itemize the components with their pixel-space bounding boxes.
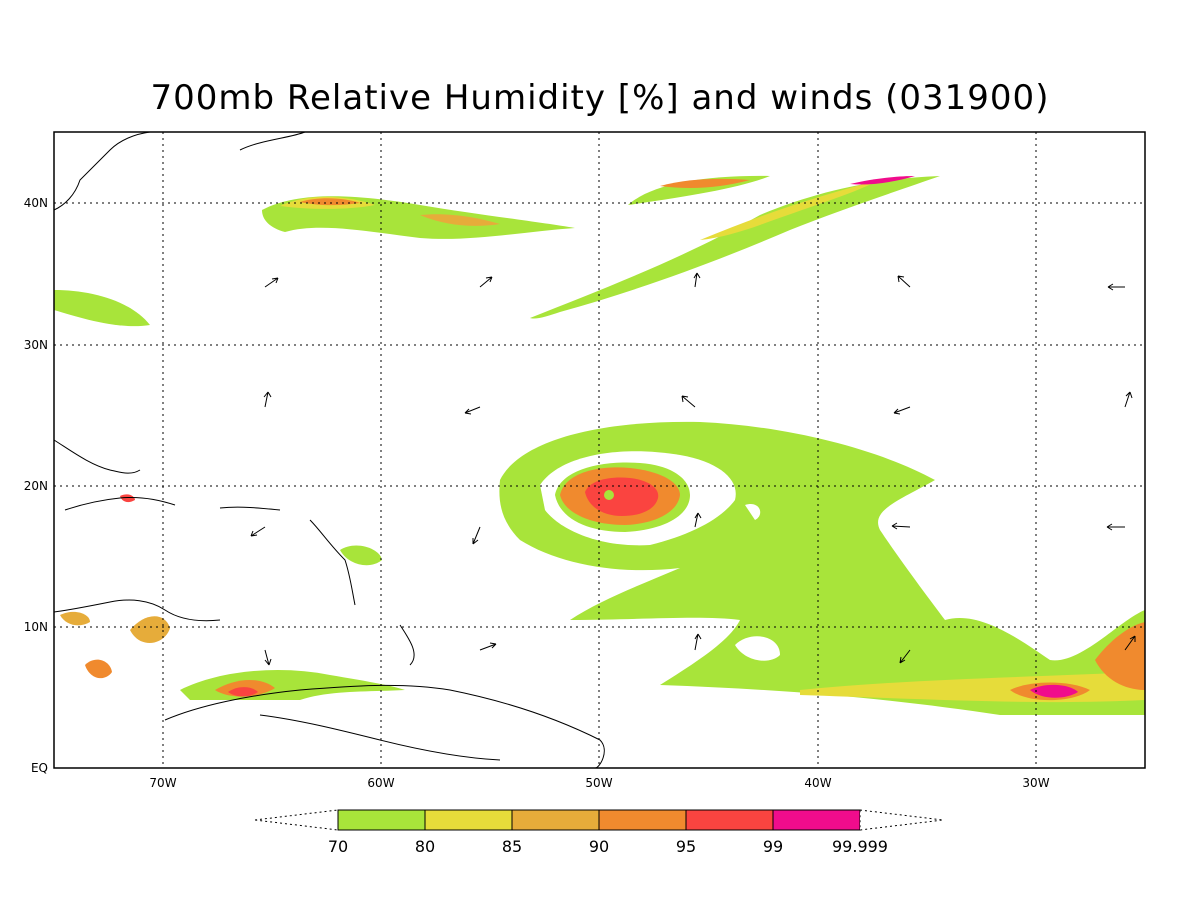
- colorbar-label-85: 85: [502, 837, 522, 856]
- x-tick-60w: 60W: [367, 776, 394, 790]
- colorbar-swatch-99: [772, 809, 861, 831]
- y-tick-30n: 30N: [24, 338, 48, 352]
- coastline-trinidad: [399, 624, 415, 666]
- wind-arrow: [693, 272, 701, 288]
- wind-arrow: [1124, 635, 1136, 651]
- y-tick-40n: 40N: [24, 196, 48, 210]
- coastline-south-america: [164, 684, 605, 769]
- wind-arrow: [479, 642, 497, 651]
- colorbar-swatch-95: [685, 809, 774, 831]
- x-tick-30w: 30W: [1022, 776, 1049, 790]
- x-tick-40w: 40W: [804, 776, 831, 790]
- wind-arrow: [1107, 283, 1125, 291]
- humidity-patch-north-west-core: [300, 198, 360, 206]
- humidity-clear-hole-1: [745, 503, 761, 520]
- wind-arrow: [263, 391, 272, 408]
- x-tick-70w: 70W: [149, 776, 176, 790]
- plot-frame: [53, 131, 1146, 769]
- humidity-caribbean-2: [130, 616, 170, 643]
- humidity-patch-diagonal-core: [850, 176, 915, 185]
- wind-arrow: [264, 277, 279, 288]
- wind-arrow: [694, 512, 702, 528]
- humidity-caribbean-4: [340, 545, 382, 566]
- humidity-caribbean-5: [60, 611, 90, 626]
- wind-arrow: [897, 275, 911, 288]
- humidity-eye-hot: [585, 477, 659, 516]
- y-tick-20n: 20N: [24, 479, 48, 493]
- wind-arrow: [899, 649, 911, 664]
- humidity-patch-diagonal-inner: [700, 180, 880, 240]
- humidity-caribbean-hot: [228, 687, 258, 697]
- map-title: 700mb Relative Humidity [%] and winds (0…: [150, 78, 1050, 118]
- wind-arrow: [250, 526, 266, 537]
- wind-arrow: [893, 406, 911, 415]
- wind-arrow: [479, 276, 493, 288]
- wind-arrow: [464, 406, 481, 415]
- colorbar-swatch-85: [511, 809, 600, 831]
- coastline-north-america: [53, 131, 151, 211]
- wind-arrow: [891, 522, 911, 530]
- wind-arrow: [264, 649, 272, 666]
- coastline-lesser-antilles: [309, 519, 356, 606]
- colorbar-label-99: 99: [763, 837, 783, 856]
- colorbar-left-extension: [254, 809, 339, 831]
- humidity-patch-north-strip-core: [660, 178, 750, 188]
- colorbar-label-95: 95: [676, 837, 696, 856]
- humidity-patch-north-west-2: [420, 214, 500, 226]
- colorbar-swatch-90: [598, 809, 687, 831]
- colorbar-swatch-70: [337, 809, 426, 831]
- humidity-caribbean-6: [120, 494, 135, 503]
- humidity-clear-hole-2: [735, 636, 780, 661]
- x-tick-50w: 50W: [585, 776, 612, 790]
- wind-arrow: [472, 526, 481, 545]
- humidity-caribbean-3: [85, 659, 112, 679]
- wind-arrow: [1124, 391, 1133, 408]
- colorbar: 70 80 85 90 95 99 99.999: [254, 809, 944, 856]
- coastline-puerto-rico: [219, 506, 281, 511]
- coastline-nova-scotia: [239, 131, 306, 151]
- colorbar-right-extension: [859, 809, 944, 831]
- coastline-hispaniola: [64, 497, 176, 511]
- colorbar-swatch-80: [424, 809, 513, 831]
- colorbar-label-80: 80: [415, 837, 435, 856]
- y-tick-10n: 10N: [24, 620, 48, 634]
- colorbar-label-99999: 99.999: [832, 837, 888, 856]
- colorbar-label-70: 70: [328, 837, 348, 856]
- humidity-patch-west-30n: [54, 290, 150, 327]
- wind-vectors: [250, 272, 1136, 666]
- y-axis-ticks: EQ 10N 20N 30N 40N: [24, 196, 48, 775]
- gridlines: [54, 132, 1145, 768]
- hurricane-eye: [604, 490, 614, 500]
- coastline-central-america: [53, 599, 221, 622]
- colorbar-label-90: 90: [589, 837, 609, 856]
- y-tick-eq: EQ: [31, 761, 48, 775]
- humidity-patch-diagonal: [530, 176, 940, 319]
- humidity-fields: [54, 175, 1145, 715]
- humidity-east-hot: [1030, 684, 1078, 698]
- coastline-venezuela-inland: [259, 714, 501, 761]
- x-axis-ticks: 70W 60W 50W 40W 30W: [149, 776, 1049, 790]
- coastline-cuba: [53, 439, 141, 474]
- wind-arrow: [1106, 523, 1125, 531]
- coastlines: [53, 131, 605, 769]
- wind-arrow: [681, 395, 696, 408]
- wind-arrow: [694, 633, 702, 651]
